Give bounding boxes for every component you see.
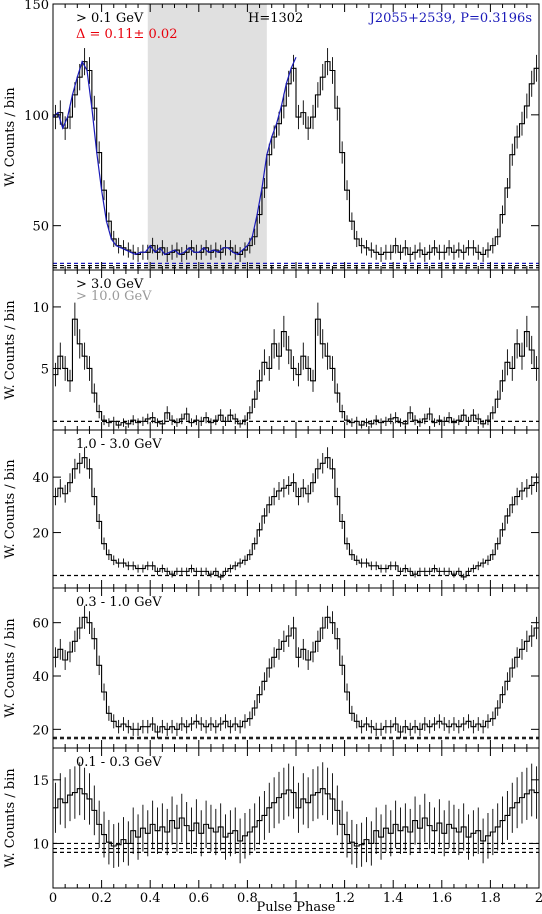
y-tick-label: 10 (32, 301, 49, 316)
panel-4: 20 40 60 W. Counts / bin 0.3 - 1.0 GeV (3, 587, 540, 749)
y-tick-label: 15 (32, 774, 49, 789)
pulse-histogram (53, 788, 539, 847)
energy-range-label: > 0.1 GeV (76, 11, 144, 26)
panel-5: 10 15 W. Counts / bin 0.1 - 0.3 GeV (3, 747, 540, 889)
off-pulse-shade (147, 4, 267, 270)
energy-range-label: 0.3 - 1.0 GeV (76, 595, 162, 610)
pulse-histogram (53, 61, 539, 256)
y-axis-label: W. Counts / bin (3, 300, 18, 400)
energy-range-label: > 3.0 GeV (76, 277, 144, 292)
x-tick-label: 0.4 (140, 891, 161, 906)
y-tick-label: 10 (32, 837, 49, 852)
y-axis-label: W. Counts / bin (3, 618, 18, 718)
y-axis-label: W. Counts / bin (3, 87, 18, 187)
pulse-histogram (53, 457, 539, 578)
y-tick-label: 100 (24, 109, 49, 124)
x-axis-label: Pulse Phase (256, 900, 335, 914)
y-tick-label: 60 (32, 617, 49, 632)
source-label: J2055+2539, P=0.3196s (368, 11, 532, 26)
x-tick-label: 1.8 (480, 891, 501, 906)
panel-2: 5 10 W. Counts / bin > 3.0 GeV> 10.0 GeV (3, 269, 540, 431)
pulse-histogram (53, 616, 539, 733)
x-tick-label: 0.6 (188, 891, 209, 906)
y-axis-label: W. Counts / bin (3, 768, 18, 868)
y-tick-label: 20 (32, 723, 49, 738)
y-tick-label: 5 (41, 362, 49, 377)
pulse-histogram (53, 318, 539, 426)
energy-range-label: 0.1 - 0.3 GeV (76, 755, 162, 770)
y-tick-label: 50 (32, 220, 49, 235)
energy-range-label: 1.0 - 3.0 GeV (76, 437, 162, 452)
h-test-label: H=1302 (248, 11, 303, 26)
panel-3: 20 40 W. Counts / bin 1.0 - 3.0 GeV (3, 429, 540, 589)
y-tick-label: 40 (32, 471, 49, 486)
y-tick-label: 150 (24, 0, 49, 13)
y-tick-label: 40 (32, 670, 49, 685)
delta-label: Δ = 0.11± 0.02 (76, 27, 177, 42)
x-tick-label: 0.2 (91, 891, 112, 906)
x-tick-label: 2 (535, 891, 542, 906)
fit-curve (52, 56, 297, 256)
x-tick-label: 1.6 (431, 891, 452, 906)
y-axis-label: W. Counts / bin (3, 459, 18, 559)
x-tick-label: 1.4 (383, 891, 404, 906)
y-tick-label: 20 (32, 527, 49, 542)
x-tick-label: 1.2 (334, 891, 355, 906)
x-tick-label: 0.8 (237, 891, 258, 906)
x-tick-label: 0 (49, 891, 57, 906)
panel-frame (52, 3, 540, 271)
x-tick-label: 1 (292, 891, 300, 906)
energy-range-label-2: > 10.0 GeV (76, 289, 152, 304)
